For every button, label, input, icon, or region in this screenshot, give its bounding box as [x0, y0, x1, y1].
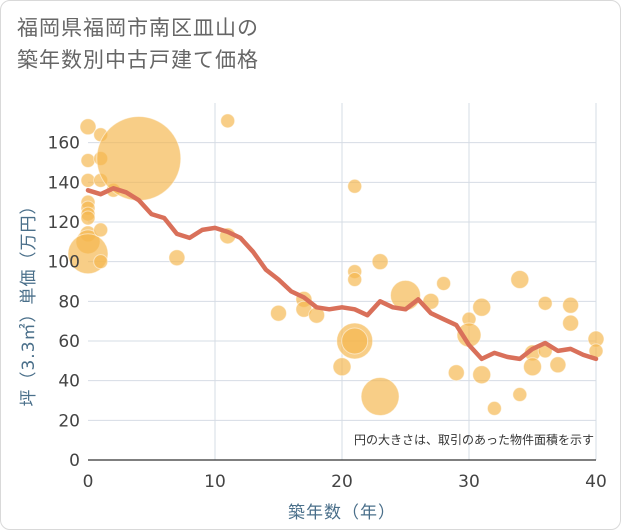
data-bubble — [270, 304, 287, 322]
x-tick-label: 10 — [204, 472, 226, 492]
y-tick-label: 20 — [58, 411, 80, 431]
data-bubble — [341, 327, 369, 355]
data-bubble — [347, 272, 363, 288]
data-bubble — [562, 296, 580, 314]
y-tick-label: 0 — [69, 451, 80, 471]
data-bubble — [80, 153, 96, 169]
x-tick-label: 0 — [83, 472, 94, 492]
data-bubble — [93, 222, 109, 238]
data-bubble — [79, 118, 97, 136]
data-bubble — [510, 270, 530, 290]
data-bubble — [168, 249, 186, 267]
x-axis-title: 築年数（年） — [288, 503, 396, 523]
x-tick-label: 40 — [585, 472, 607, 492]
data-bubble — [93, 254, 109, 270]
chart-title: 福岡県福岡市南区皿山の 築年数別中古戸建て価格 — [17, 12, 259, 76]
size-note: 円の大きさは、取引のあった物件面積を示す — [354, 432, 594, 447]
x-tick-label: 30 — [458, 472, 480, 492]
data-bubble — [512, 387, 528, 403]
data-bubble — [472, 297, 492, 317]
data-bubble — [332, 357, 352, 377]
y-tick-label: 60 — [58, 332, 80, 352]
data-bubble — [436, 275, 452, 291]
title-line-1: 福岡県福岡市南区皿山の — [17, 16, 259, 40]
y-tick-label: 40 — [58, 372, 80, 392]
y-tick-label: 160 — [48, 134, 80, 154]
trend-line — [85, 186, 599, 362]
y-axis-title: 坪（3.3㎡）単価（万円） — [19, 196, 39, 406]
data-bubble — [472, 365, 492, 385]
x-tick-label: 20 — [331, 472, 353, 492]
data-bubble — [562, 314, 580, 332]
data-bubble — [360, 377, 400, 417]
data-bubble — [523, 357, 542, 377]
data-bubble — [486, 400, 502, 416]
y-tick-label: 100 — [48, 253, 80, 273]
data-bubble — [80, 210, 96, 226]
y-tick-label: 120 — [48, 213, 80, 233]
axis-ticks: 0 20 40 60 80 100 120 140 160 0 10 20 30 40 — [48, 134, 607, 492]
y-tick-label: 80 — [58, 292, 80, 312]
title-line-2: 築年数別中古戸建て価格 — [17, 48, 259, 72]
data-bubble — [220, 113, 236, 129]
y-tick-label: 140 — [48, 173, 80, 193]
data-bubble — [80, 172, 96, 188]
data-bubble — [371, 253, 389, 271]
bubble-layer — [67, 113, 605, 417]
data-bubble — [347, 178, 363, 194]
data-bubble — [447, 364, 465, 382]
data-bubble — [549, 356, 567, 374]
data-bubble — [537, 295, 553, 311]
